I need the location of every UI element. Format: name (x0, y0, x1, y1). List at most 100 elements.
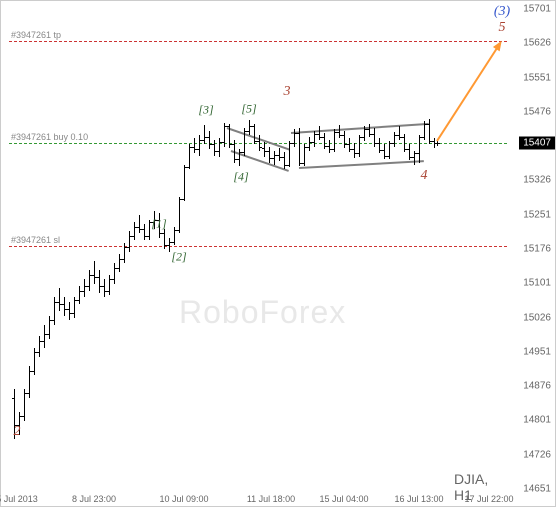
ohlc-bar (329, 140, 330, 154)
ohlc-bar (384, 144, 385, 159)
ohlc-bar (59, 288, 60, 311)
wave-label: [3] (198, 103, 213, 118)
ohlc-bar (169, 238, 170, 252)
ohlc-bar (184, 165, 185, 202)
ohlc-bar (349, 138, 350, 152)
ohlc-bar (164, 229, 165, 250)
ohlc-bar (39, 336, 40, 357)
ohlc-bar (249, 120, 250, 135)
ohlc-bar (24, 389, 25, 421)
ohlc-bar (134, 222, 135, 240)
ohlc-bar (49, 316, 50, 339)
ohlc-bar (364, 126, 365, 141)
ohlc-bar (369, 124, 370, 138)
ohlc-bar (264, 142, 265, 157)
ohlc-bar (119, 254, 120, 272)
ohlc-bar (309, 137, 310, 151)
wave-label: 3 (284, 84, 291, 100)
y-tick: 15476 (523, 106, 551, 117)
ohlc-bar (409, 144, 410, 160)
y-tick: 14726 (523, 449, 551, 460)
ohlc-bar (109, 275, 110, 296)
wave-label: 5 (499, 20, 506, 36)
y-tick: 15701 (523, 4, 551, 15)
x-tick: 17 Jul 22:00 (464, 494, 513, 504)
ohlc-bar (29, 366, 30, 398)
ohlc-bar (89, 270, 90, 291)
y-tick: 15101 (523, 278, 551, 289)
ohlc-bar (399, 126, 400, 140)
wave-label: [5] (241, 101, 256, 116)
trend-line (291, 123, 429, 134)
ohlc-bar (429, 119, 430, 144)
ohlc-bar (274, 151, 275, 165)
ohlc-bar (404, 134, 405, 152)
ohlc-bar (79, 286, 80, 304)
wave-label: 4 (421, 168, 428, 184)
ohlc-bar (149, 220, 150, 241)
x-tick: 5 Jul 2013 (0, 494, 38, 504)
projection-arrow (436, 44, 500, 141)
y-tick: 15626 (523, 38, 551, 49)
y-tick: 14876 (523, 381, 551, 392)
wave-label: [1] (151, 217, 166, 232)
ohlc-bar (139, 215, 140, 233)
ohlc-bar (224, 123, 225, 147)
trend-line (299, 160, 424, 169)
ohlc-bar (314, 131, 315, 147)
y-tick: 14801 (523, 415, 551, 426)
ohlc-bar (94, 261, 95, 284)
ohlc-bar (304, 144, 305, 165)
ohlc-bar (374, 128, 375, 146)
ohlc-bar (339, 125, 340, 139)
ohlc-bar (194, 138, 195, 153)
x-tick: 16 Jul 13:00 (394, 494, 443, 504)
order-line-label: #3947261 buy 0.10 (11, 132, 88, 143)
order-line (9, 246, 507, 247)
y-tick: 15551 (523, 72, 551, 83)
ohlc-bar (254, 124, 255, 145)
ohlc-bar (354, 143, 355, 158)
ohlc-bar (389, 141, 390, 159)
ohlc-bar (424, 121, 425, 139)
wave-label: 2 (14, 424, 21, 440)
ohlc-bar (284, 152, 285, 168)
ohlc-bar (64, 297, 65, 315)
chart-container: RoboForex #3947261 tp#3947261 buy 0.10#3… (0, 0, 556, 507)
ohlc-bar (294, 129, 295, 146)
ohlc-bar (269, 147, 270, 163)
order-line-label: #3947261 tp (11, 30, 61, 41)
y-tick: 15176 (523, 244, 551, 255)
x-tick: 8 Jul 23:00 (72, 494, 116, 504)
x-axis: 5 Jul 20138 Jul 23:0010 Jul 09:0011 Jul … (9, 488, 507, 506)
ohlc-bar (104, 279, 105, 297)
y-tick: 15326 (523, 175, 551, 186)
ohlc-bar (179, 197, 180, 234)
ohlc-bar (199, 135, 200, 156)
ohlc-bar (144, 224, 145, 240)
ohlc-bar (84, 279, 85, 297)
ohlc-bar (289, 141, 290, 167)
ohlc-bar (99, 270, 100, 293)
ohlc-bar (124, 243, 125, 264)
watermark: RoboForex (179, 294, 346, 331)
ohlc-bar (44, 325, 45, 348)
ohlc-bar (394, 132, 395, 147)
x-tick: 15 Jul 04:00 (319, 494, 368, 504)
ohlc-bar (114, 263, 115, 284)
y-tick: 14651 (523, 484, 551, 495)
y-tick: 15251 (523, 209, 551, 220)
wave-label: [4] (233, 170, 248, 185)
x-tick: 11 Jul 18:00 (247, 494, 295, 504)
ohlc-bar (344, 131, 345, 148)
y-tick: 15026 (523, 312, 551, 323)
ohlc-bar (299, 128, 300, 165)
ohlc-bar (279, 148, 280, 162)
ohlc-bar (379, 138, 380, 153)
ohlc-bar (69, 302, 70, 320)
ohlc-bar (414, 151, 415, 165)
ohlc-bar (174, 227, 175, 245)
ohlc-bar (234, 140, 235, 163)
ohlc-bar (54, 297, 55, 324)
ohlc-bar (129, 231, 130, 252)
